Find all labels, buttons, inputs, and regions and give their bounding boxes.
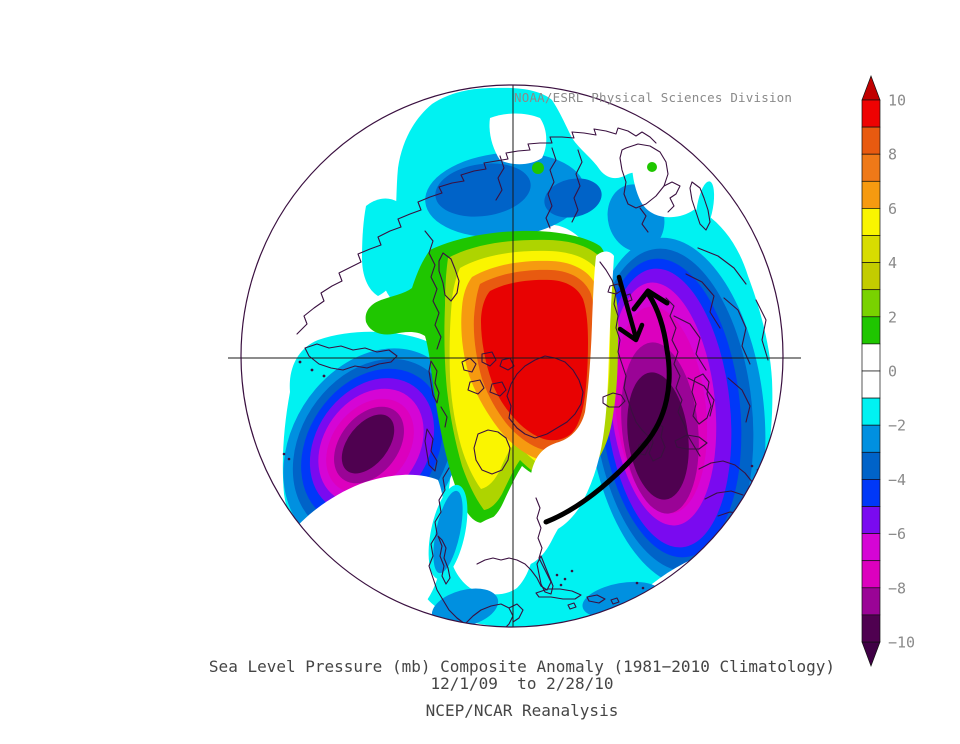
short-flow-arrow [616,274,639,341]
colorbar-segment [861,289,881,318]
colorbar-segment [861,614,881,643]
colorbar-tick: 6 [888,200,897,218]
colorbar-tick: 0 [888,363,897,381]
colorbar-segment [861,451,881,480]
colorbar-segment [861,262,881,291]
colorbar-segment [861,153,881,182]
colorbar-tick: 8 [888,146,897,164]
colorbar-tick: −10 [888,634,915,652]
map-outline [240,84,784,628]
colorbar-segment [861,370,881,399]
colorbar-segment [861,479,881,507]
colorbar-arrow-up [861,75,881,101]
date-range: 12/1/09 to 2/28/10 [430,674,614,693]
colorbar-tick: −2 [888,417,906,435]
colorbar-tick: 10 [888,92,906,110]
flow-arrows [543,274,672,525]
colorbar-segment [861,533,881,562]
coastlines [282,127,769,627]
colorbar-segment [861,560,881,589]
chart-title: Sea Level Pressure (mb) Composite Anomal… [208,657,836,676]
caption-block: Sea Level Pressure (mb) Composite Anomal… [84,658,960,719]
colorbar-segment [861,343,881,372]
colorbar-segment [861,397,881,426]
colorbar-tick: −8 [888,579,906,597]
colorbar-segment [861,316,881,345]
colorbar-segment [861,506,881,534]
colorbar-tick: 4 [888,254,897,272]
colorbar-segment [861,587,881,616]
short-flow-arrowhead [617,322,645,343]
colorbar-tick: −6 [888,525,906,543]
data-source: NCEP/NCAR Reanalysis [425,701,619,720]
branding-label: NOAA/ESRL Physical Sciences Division [514,90,793,105]
north-pacific-low [283,348,463,550]
colorbar-tick: 2 [888,308,897,326]
blue-band-core [435,163,531,217]
colorbar-tick: −4 [888,471,906,489]
curved-flow-arrow [543,292,672,525]
colorbar-segment [861,180,881,209]
colorbar: 10 8 6 4 2 0 −2 −4 −6 −8 −10 [861,75,915,667]
anomaly-field [241,85,783,627]
cyan-okhotsk-strip [362,198,406,296]
colorbar-segment [861,208,881,236]
colorbar-segment [861,99,881,128]
curved-flow-arrowhead [631,288,670,312]
blue-band-core2 [544,178,602,218]
colorbar-segment [861,235,881,263]
colorbar-segment [861,126,881,155]
colorbar-segment [861,424,881,453]
